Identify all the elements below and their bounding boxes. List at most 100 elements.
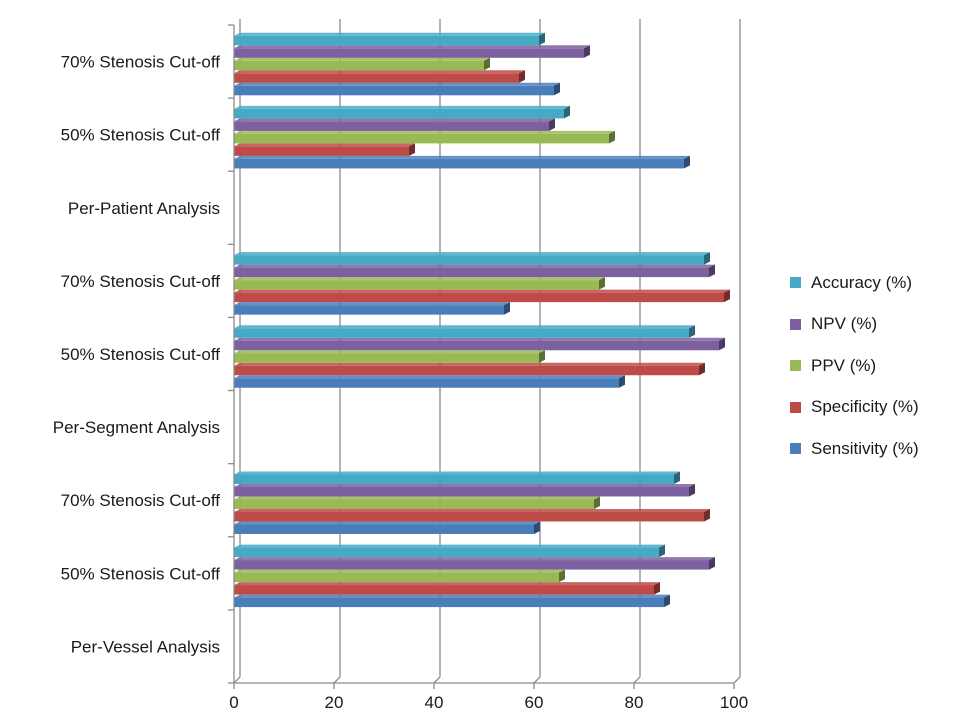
gridline-floor	[333, 676, 341, 684]
bar-front	[234, 280, 599, 290]
bar-end	[554, 82, 560, 96]
bar-top	[234, 362, 705, 366]
bar-top	[234, 118, 555, 122]
legend-item: Sensitivity (%)	[790, 428, 919, 470]
bar	[234, 118, 555, 131]
bar	[234, 45, 590, 58]
bar-front	[234, 378, 619, 388]
bar-end	[704, 252, 710, 265]
bar-top	[234, 130, 615, 134]
bar-end	[719, 337, 725, 351]
bar	[234, 557, 715, 570]
bar-top	[234, 569, 565, 573]
bar-front	[234, 560, 709, 570]
category-label: 50% Stenosis Cut-off	[61, 345, 221, 364]
bar	[234, 594, 670, 608]
bar-front	[234, 547, 659, 558]
bar-top	[234, 105, 570, 109]
legend-swatch	[790, 318, 801, 330]
category-label: Per-Vessel Analysis	[71, 637, 220, 656]
bar-end	[619, 375, 625, 388]
bar-top	[234, 557, 715, 561]
bar-front	[234, 255, 704, 265]
bar-top	[234, 337, 725, 341]
x-tick-label: 80	[625, 693, 644, 712]
bar-front	[234, 474, 674, 484]
legend-swatch	[790, 401, 801, 413]
x-tick-label: 40	[425, 693, 444, 712]
bar-end	[559, 569, 565, 583]
bar-front	[234, 73, 519, 83]
bar	[234, 82, 560, 96]
bar-front	[234, 511, 704, 522]
legend-item: NPV (%)	[790, 304, 919, 346]
bar-front	[234, 597, 664, 608]
bar-front	[234, 305, 504, 315]
bar-front	[234, 146, 409, 156]
bar-top	[234, 375, 625, 379]
bar-end	[609, 130, 615, 144]
gridline-floor	[233, 676, 241, 684]
bar-end	[699, 362, 705, 376]
bar-front	[234, 108, 564, 119]
bar-front	[234, 121, 549, 131]
legend-item: Specificity (%)	[790, 387, 919, 429]
bar-top	[234, 277, 605, 281]
bar-end	[704, 508, 710, 522]
bar-front	[234, 524, 534, 534]
bar-front	[234, 60, 484, 71]
bar	[234, 302, 510, 315]
bar-end	[709, 557, 715, 570]
bar-front	[234, 85, 554, 96]
bar-front	[234, 585, 654, 595]
category-labels: Per-Vessel Analysis 50% Stenosis Cut-off 7…	[53, 53, 221, 657]
bar	[234, 57, 490, 71]
bar-top	[234, 155, 690, 159]
bar-end	[724, 289, 730, 303]
legend-label: Specificity (%)	[811, 397, 919, 417]
bar-front	[234, 499, 594, 509]
bar-top	[234, 594, 670, 598]
bar	[234, 155, 690, 169]
bar-top	[234, 521, 540, 525]
gridline-floor	[733, 676, 741, 684]
bar-end	[599, 277, 605, 290]
bar	[234, 544, 665, 558]
bar-top	[234, 582, 660, 586]
bar-end	[684, 155, 690, 169]
bar	[234, 143, 415, 156]
legend: Accuracy (%) NPV (%) PPV (%) Specificity (%…	[790, 262, 919, 470]
bar-end	[549, 118, 555, 131]
bar	[234, 105, 570, 119]
category-label: Per-Segment Analysis	[53, 418, 220, 437]
bars	[234, 32, 730, 608]
category-label: 70% Stenosis Cut-off	[61, 272, 221, 291]
bar-front	[234, 340, 719, 351]
legend-label: Sensitivity (%)	[811, 438, 919, 458]
bar-end	[689, 325, 695, 338]
bar-end	[594, 496, 600, 509]
bar-end	[519, 70, 525, 83]
bar	[234, 130, 615, 144]
bar-end	[709, 264, 715, 278]
legend-label: Accuracy (%)	[811, 272, 913, 292]
bar	[234, 483, 695, 497]
category-label: Per-Patient Analysis	[68, 199, 220, 218]
x-tick-labels: 0 20 40 60 80 100	[229, 693, 748, 712]
bar-front	[234, 35, 539, 46]
legend-item: Accuracy (%)	[790, 262, 919, 304]
bar-end	[539, 350, 545, 363]
x-tick-label: 60	[525, 693, 544, 712]
bar-top	[234, 70, 525, 74]
bar	[234, 375, 625, 388]
bar-front	[234, 267, 709, 278]
bar-front	[234, 292, 724, 303]
bar-end	[664, 594, 670, 608]
bar	[234, 508, 710, 522]
bar-end	[484, 57, 490, 71]
bar-top	[234, 544, 665, 548]
gridline-floor	[633, 676, 641, 684]
bar-end	[409, 143, 415, 156]
x-tick-label: 100	[720, 693, 748, 712]
